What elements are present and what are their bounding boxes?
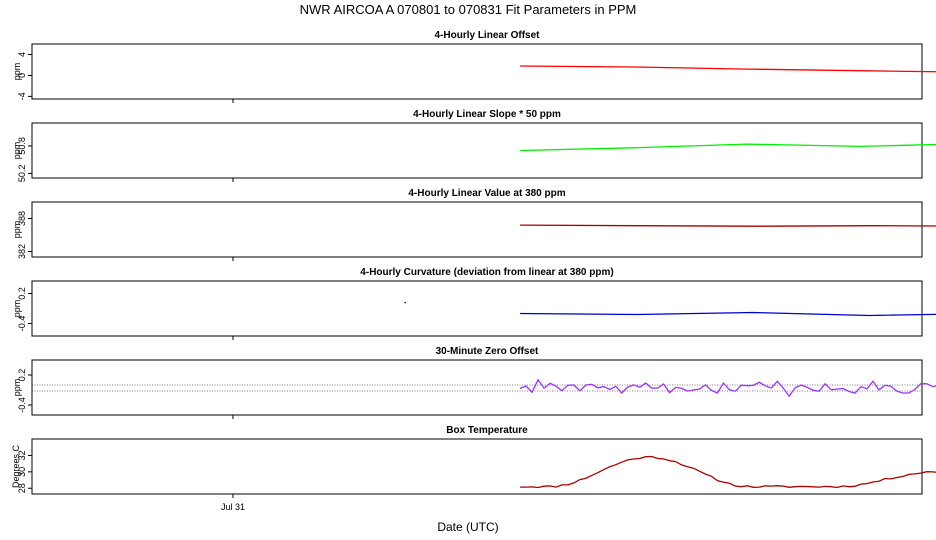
panel-title: 4-Hourly Linear Offset	[434, 30, 540, 41]
y-axis-label: ppm	[12, 379, 22, 397]
series-line	[520, 143, 936, 152]
panel-title: 4-Hourly Linear Slope * 50 ppm	[413, 109, 561, 120]
y-tick-label: 0	[17, 73, 27, 78]
panel-5: 30-Minute Zero Offset ppm-0.4 0.2	[12, 346, 936, 419]
y-tick-label: 50.2	[17, 165, 27, 183]
panel-title: Box Temperature	[446, 425, 528, 436]
figure-title: NWR AIRCOA A 070801 to 070831 Fit Parame…	[300, 2, 637, 17]
y-tick-label: 50.8	[17, 137, 27, 155]
x-axis-label: Date (UTC)	[437, 520, 498, 534]
x-axis: Jul 31Aug 05Aug 10Aug 15Aug 20Aug 25Aug …	[221, 502, 245, 512]
series-line	[520, 311, 936, 317]
y-axis-label: ppm	[12, 300, 22, 318]
y-tick-label: -0.4	[17, 397, 27, 413]
y-tick-label: 32	[17, 450, 27, 460]
y-tick-label: 28	[17, 483, 27, 493]
series-line	[520, 65, 936, 73]
y-tick-label: 0.2	[17, 287, 27, 300]
panel-title: 30-Minute Zero Offset	[436, 346, 539, 357]
series-line	[520, 224, 936, 227]
panel-1: 4-Hourly Linear Offset ppm -4 0 4	[12, 30, 936, 103]
y-axis-label: ppm	[12, 221, 22, 239]
panel-title: 4-Hourly Linear Value at 380 ppm	[408, 188, 565, 199]
panel-frame	[31, 280, 923, 337]
y-tick-label: 4	[17, 52, 27, 57]
x-tick-label: Jul 31	[221, 502, 245, 512]
y-tick-label: 382	[17, 244, 27, 259]
y-tick-label: -0.4	[17, 316, 27, 332]
panel-4: 4-Hourly Curvature (deviation from linea…	[12, 267, 936, 340]
y-tick-label: 388	[17, 211, 27, 226]
y-axis-label: ppm	[12, 63, 22, 81]
y-axis-label: ppm	[12, 142, 22, 160]
y-tick-label: -4	[17, 92, 27, 100]
series-line	[520, 455, 936, 489]
panel-frame	[31, 359, 923, 416]
panel-6: Box Temperature Degrees C28 30 32	[11, 425, 936, 498]
panel-2: 4-Hourly Linear Slope * 50 ppm ppm 50.2 50.…	[12, 109, 936, 182]
edge-dot	[404, 301, 407, 304]
y-tick-label: 30	[17, 467, 27, 477]
panel-3: 4-Hourly Linear Value at 380 ppm ppm 382 38…	[12, 188, 936, 261]
y-tick-label: 0.2	[17, 369, 27, 382]
panel-frame	[31, 122, 923, 179]
y-axis-label: Degrees C	[11, 444, 21, 488]
panel-frame	[31, 438, 923, 495]
panel-frame	[31, 43, 923, 100]
panel-frame	[31, 201, 923, 258]
panel-title: 4-Hourly Curvature (deviation from linea…	[360, 267, 613, 278]
